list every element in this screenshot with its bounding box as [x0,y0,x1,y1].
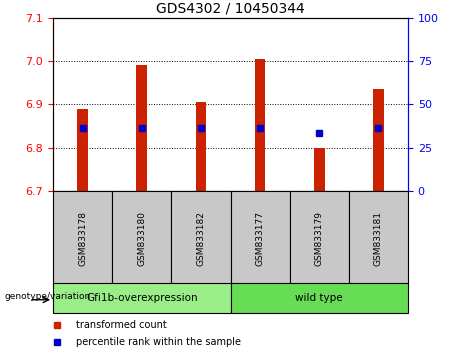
Bar [112,191,171,285]
Bar [136,65,147,191]
Bar [77,109,88,191]
Bar [230,191,290,285]
Text: wild type: wild type [296,293,343,303]
Text: transformed count: transformed count [76,320,167,330]
Text: GSM833180: GSM833180 [137,211,146,266]
Bar [290,191,349,285]
Text: genotype/variation: genotype/variation [5,292,91,301]
Bar [53,191,112,285]
Text: GSM833177: GSM833177 [255,211,265,266]
Bar [373,89,384,191]
Text: GSM833178: GSM833178 [78,211,87,266]
Text: GSM833181: GSM833181 [374,211,383,266]
Bar [230,283,408,313]
Text: GSM833182: GSM833182 [196,211,206,266]
Bar [195,102,206,191]
Bar [171,191,230,285]
Bar [314,148,325,191]
Text: Gfi1b-overexpression: Gfi1b-overexpression [86,293,198,303]
Bar [255,59,266,191]
Bar [349,191,408,285]
Bar [53,283,230,313]
Text: GSM833179: GSM833179 [315,211,324,266]
Text: percentile rank within the sample: percentile rank within the sample [76,337,241,347]
Title: GDS4302 / 10450344: GDS4302 / 10450344 [156,1,305,15]
